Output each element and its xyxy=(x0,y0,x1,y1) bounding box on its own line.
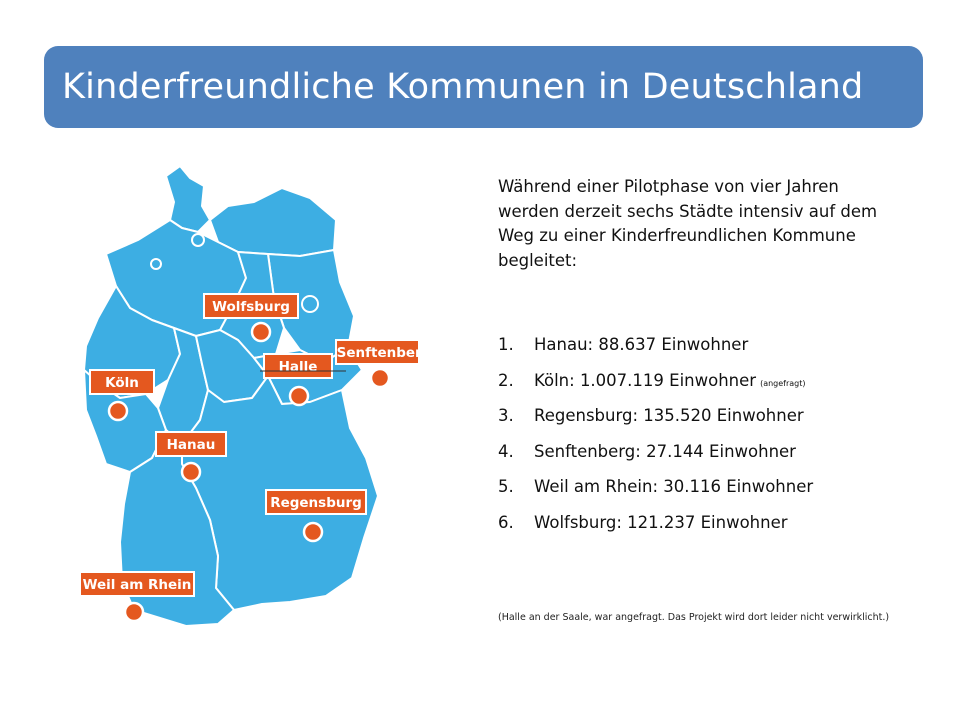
footnote: (Halle an der Saale, war angefragt. Das … xyxy=(498,612,890,623)
label-wolfsburg: Wolfsburg xyxy=(212,299,290,315)
map-marker-weil-am-rhein: Weil am Rhein xyxy=(79,571,195,623)
label-hanau: Hanau xyxy=(167,437,216,453)
map-marker-hanau: Hanau xyxy=(155,431,227,483)
map-marker-wolfsburg: Wolfsburg xyxy=(203,293,299,343)
list-item: 5. Weil am Rhein: 30.116 Einwohner xyxy=(498,477,814,496)
title-banner: Kinderfreundliche Kommunen in Deutschlan… xyxy=(44,46,923,128)
list-item: 2. Köln: 1.007.119 Einwohner (angefragt) xyxy=(498,370,806,390)
map-marker-koeln: Köln xyxy=(89,369,155,422)
map-marker-senftenberg: Senftenberg xyxy=(335,339,418,389)
label-regensburg: Regensburg xyxy=(270,495,362,511)
label-senftenberg: Senftenberg xyxy=(337,345,418,361)
intro-text: Während einer Pilotphase von vier Jahren… xyxy=(498,177,878,270)
list-item: 3. Regensburg: 135.520 Einwohner xyxy=(498,406,804,425)
map-marker-regensburg: Regensburg xyxy=(265,489,367,543)
map-marker-halle: Halle xyxy=(260,353,346,407)
label-halle: Halle xyxy=(279,359,318,375)
city-list: 1. Hanau: 88.637 Einwohner 2. Köln: 1.007.… xyxy=(498,333,918,546)
germany-states xyxy=(83,165,379,627)
list-item: 6. Wolfsburg: 121.237 Einwohner xyxy=(498,512,788,532)
list-item: 1. Hanau: 88.637 Einwohner xyxy=(498,335,749,354)
page-title: Kinderfreundliche Kommunen in Deutschlan… xyxy=(62,67,864,107)
label-koeln: Köln xyxy=(105,375,139,391)
list-item: 4. Senftenberg: 27.144 Einwohner xyxy=(498,441,796,461)
label-weil-am-rhein: Weil am Rhein xyxy=(83,577,192,593)
germany-map: Wolfsburg Halle Senftenberg Köln Hanau R… xyxy=(79,165,418,627)
